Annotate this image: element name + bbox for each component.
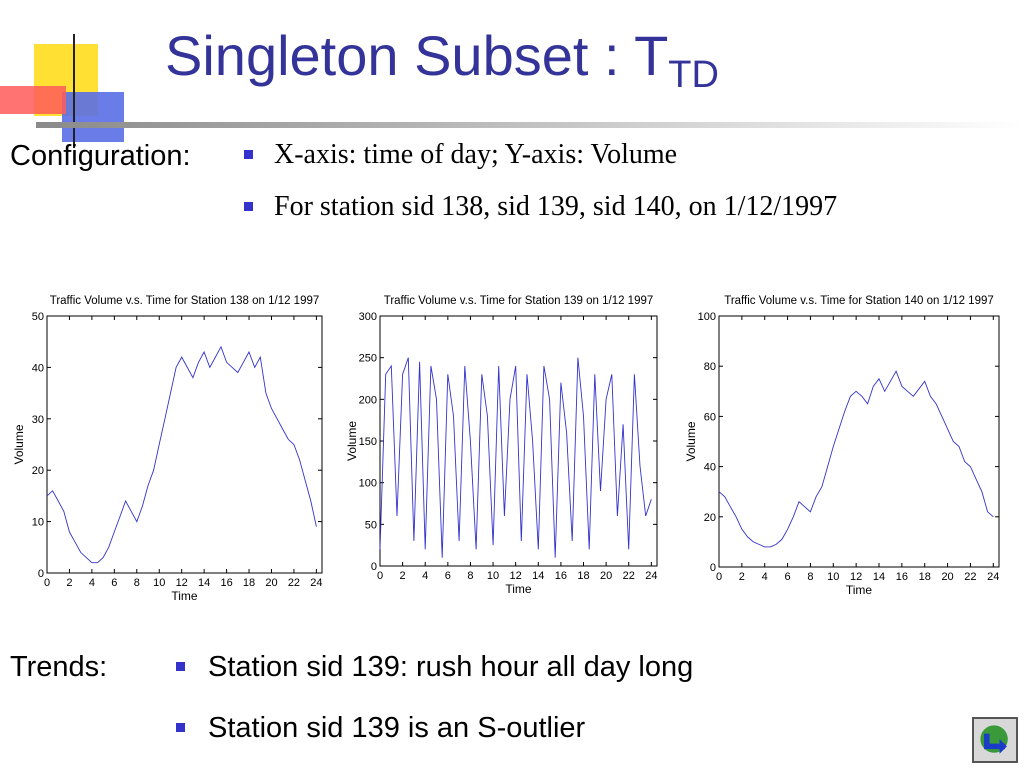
chart-2-x-tick-label: 12: [850, 571, 862, 583]
chart-2-y-tick-label: 20: [704, 512, 716, 524]
configuration-bullet-axes: X-axis: time of day; Y-axis: Volume: [274, 139, 678, 170]
chart-2-x-tick-label: 16: [896, 571, 908, 583]
chart-0-x-tick-label: 6: [111, 577, 117, 589]
chart-1-x-tick-label: 0: [377, 570, 383, 582]
slide-title-main: Singleton Subset : T: [165, 24, 669, 87]
chart-0-x-tick-label: 10: [153, 577, 165, 589]
chart-0-series-line: [46, 345, 317, 564]
chart-0-x-tick-label: 14: [198, 577, 210, 589]
chart-2-x-tick-label: 8: [807, 571, 813, 583]
chart-1-x-tick-label: 8: [467, 570, 473, 582]
chart-2-x-tick-label: 22: [964, 571, 976, 583]
chart-0-x-tick-label: 16: [220, 577, 232, 589]
chart-1-y-tick-label: 250: [359, 353, 377, 365]
chart-1-x-tick-label: 22: [623, 570, 635, 582]
chart-1-x-tick-label: 20: [600, 570, 612, 582]
chart-2-y-tick-label: 80: [704, 361, 716, 373]
chart-0-title: Traffic Volume v.s. Time for Station 138…: [50, 295, 320, 307]
chart-2-x-tick-label: 20: [941, 571, 953, 583]
bullet-icon: [176, 723, 185, 732]
chart-0-x-tick-label: 8: [134, 577, 140, 589]
chart-2-title: Traffic Volume v.s. Time for Station 140…: [724, 295, 994, 307]
chart-2-y-tick-label: 0: [710, 562, 716, 574]
chart-2-x-tick-label: 18: [919, 571, 931, 583]
chart-1-y-tick-label: 150: [359, 436, 377, 448]
chart-0-y-tick-label: 30: [32, 414, 44, 426]
chart-2-x-tick-label: 24: [987, 571, 999, 583]
chart-station-140: Traffic Volume v.s. Time for Station 140…: [680, 288, 1015, 608]
chart-1-x-tick-label: 18: [577, 570, 589, 582]
chart-1-y-axis-label: Volume: [345, 421, 359, 461]
chart-1-x-tick-label: 16: [555, 570, 567, 582]
chart-station-138: Traffic Volume v.s. Time for Station 138…: [12, 288, 335, 608]
chart-1-x-tick-label: 24: [645, 570, 657, 582]
configuration-label: Configuration:: [10, 140, 191, 172]
chart-0-x-tick-label: 4: [89, 577, 95, 589]
chart-1-y-tick-label: 100: [359, 478, 377, 490]
bullet-icon: [244, 202, 253, 211]
chart-0-x-tick-label: 2: [66, 577, 72, 589]
trends-bullet-rush-hour: Station sid 139: rush hour all day long: [208, 651, 694, 683]
return-nav-button[interactable]: [972, 717, 1018, 763]
chart-1-y-tick-label: 200: [359, 394, 377, 406]
chart-1-y-tick-label: 0: [371, 561, 377, 573]
chart-2-x-tick-label: 4: [762, 571, 768, 583]
chart-1-x-axis-label: Time: [505, 582, 532, 596]
chart-0-y-tick-label: 40: [32, 362, 44, 374]
chart-station-139: Traffic Volume v.s. Time for Station 139…: [340, 288, 670, 608]
chart-0-y-axis-label: Volume: [12, 424, 26, 464]
title-divider: [36, 122, 1024, 128]
chart-0-x-tick-label: 24: [310, 577, 322, 589]
chart-1-series-line: [379, 357, 652, 558]
chart-0-x-tick-label: 20: [265, 577, 277, 589]
chart-2-x-axis-label: Time: [846, 583, 873, 597]
chart-2-x-tick-label: 14: [873, 571, 885, 583]
chart-0-plot-frame: [46, 315, 323, 574]
chart-2-y-tick-label: 60: [704, 411, 716, 423]
chart-0-y-tick-label: 50: [32, 311, 44, 323]
chart-0-x-tick-label: 12: [176, 577, 188, 589]
bullet-icon: [176, 662, 185, 671]
chart-2-x-tick-label: 10: [827, 571, 839, 583]
chart-0-y-tick-label: 10: [32, 517, 44, 529]
chart-2-x-tick-label: 6: [785, 571, 791, 583]
chart-2-plot-frame: [718, 315, 1000, 568]
chart-1-y-tick-label: 300: [359, 311, 377, 323]
bullet-icon: [244, 150, 253, 159]
chart-1-x-tick-label: 6: [445, 570, 451, 582]
configuration-bullet-stations: For station sid 138, sid 139, sid 140, o…: [274, 191, 838, 222]
chart-2-series-line: [718, 370, 994, 548]
slide-title-subscript: TD: [668, 54, 719, 96]
chart-0-x-tick-label: 0: [44, 577, 50, 589]
chart-0-x-tick-label: 22: [288, 577, 300, 589]
chart-2-y-tick-label: 40: [704, 462, 716, 474]
chart-1-x-tick-label: 2: [400, 570, 406, 582]
chart-0-x-tick-label: 18: [243, 577, 255, 589]
chart-1-title: Traffic Volume v.s. Time for Station 139…: [384, 295, 654, 307]
slide-title: Singleton Subset : TTD: [165, 28, 719, 96]
chart-2-x-tick-label: 2: [739, 571, 745, 583]
chart-0-y-tick-label: 0: [38, 568, 44, 580]
chart-1-x-tick-label: 12: [510, 570, 522, 582]
chart-1-x-tick-label: 14: [532, 570, 544, 582]
chart-1-x-tick-label: 10: [487, 570, 499, 582]
chart-1-x-tick-label: 4: [422, 570, 428, 582]
chart-2-x-tick-label: 0: [716, 571, 722, 583]
trends-label: Trends:: [10, 651, 108, 683]
chart-1-y-tick-label: 50: [365, 519, 377, 531]
chart-2-y-tick-label: 100: [698, 311, 716, 323]
trends-bullet-s-outlier: Station sid 139 is an S-outlier: [208, 712, 586, 744]
chart-0-y-tick-label: 20: [32, 465, 44, 477]
chart-2-y-axis-label: Volume: [684, 421, 698, 461]
chart-0-x-axis-label: Time: [171, 589, 198, 603]
return-arrow-icon: [980, 725, 1008, 754]
